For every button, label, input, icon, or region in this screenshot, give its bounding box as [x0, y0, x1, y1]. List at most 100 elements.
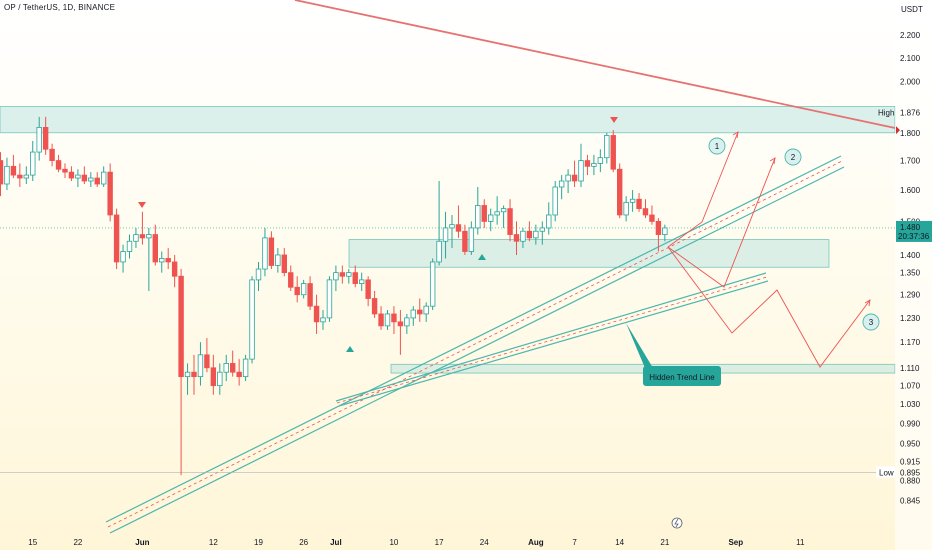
callout-box [643, 366, 721, 386]
candle-body [436, 240, 442, 263]
candle-body [49, 148, 55, 161]
candle-body [513, 234, 520, 242]
y-tick-label: 1.070 [900, 382, 921, 391]
candle-body [320, 317, 326, 323]
candle-body [423, 305, 429, 315]
candle-body [346, 272, 352, 277]
candle-body [300, 283, 307, 296]
wave-label-3: 3 [869, 318, 874, 327]
high-label: High [878, 109, 894, 118]
candle-body [610, 135, 616, 170]
last-price-value: 1.480 [900, 223, 921, 232]
candle-body [294, 286, 300, 296]
candle-body [662, 227, 668, 235]
candle-body [397, 321, 404, 327]
candle-body [217, 371, 223, 387]
candle-body [55, 160, 62, 170]
channel-lower-line [109, 166, 845, 534]
support-zone-1 [0, 106, 896, 134]
candle-body [197, 354, 204, 378]
candle-body [384, 313, 391, 327]
candle-body [629, 198, 636, 203]
y-tick-label: 2.000 [900, 78, 921, 87]
y-tick-label: 1.110 [900, 364, 920, 373]
candle-body [62, 168, 68, 173]
candle-body [30, 151, 36, 176]
candle-body [449, 224, 455, 229]
candle-body [391, 313, 397, 323]
candle-body [113, 214, 120, 263]
candle-body [178, 275, 184, 378]
y-tick-label: 1.400 [900, 251, 921, 260]
x-tick-label: Jun [135, 538, 149, 547]
candle-body [636, 198, 642, 210]
candle-body [268, 237, 275, 266]
bar-countdown: 20:37:36 [898, 232, 930, 241]
candle-body [107, 171, 113, 216]
y-tick-label: 0.950 [900, 439, 921, 448]
candle-body [455, 224, 462, 232]
y-tick-label: 1.030 [900, 400, 921, 409]
descending-resistance-line [294, 0, 896, 129]
candle-body [249, 279, 255, 360]
candle-body [507, 208, 513, 235]
candle-body [642, 208, 649, 216]
sell-marker [610, 117, 618, 123]
candle-body [352, 272, 358, 284]
candle-body [326, 279, 333, 319]
candle-body [558, 180, 565, 188]
buy-marker [346, 346, 354, 352]
candle-body [655, 221, 662, 235]
candle-body [17, 174, 23, 179]
y-tick-label: 1.800 [900, 129, 921, 138]
y-tick-label: 1.230 [900, 314, 921, 323]
candle-body [371, 298, 378, 315]
high-value: 1.876 [900, 109, 921, 118]
symbol-title: OP / TetherUS, 1D, BINANCE [4, 3, 116, 12]
projection-arrow-1 [732, 131, 739, 139]
x-tick-label: 14 [615, 538, 624, 547]
y-tick-label: 1.600 [900, 186, 921, 195]
hidden-channel-upper-line [335, 272, 767, 402]
y-tick-label: 0.915 [900, 458, 921, 467]
candle-body [288, 272, 294, 288]
candle-body [365, 279, 371, 299]
hidden-trend-line-label: Hidden Trend Line [649, 373, 715, 382]
candle-body [275, 254, 281, 266]
wave-label-1: 1 [715, 142, 720, 151]
y-tick-label: 2.200 [900, 31, 921, 40]
candle-body [468, 227, 475, 252]
candle-body [204, 354, 210, 369]
x-tick-label: Aug [528, 538, 544, 547]
candle-body [165, 258, 171, 263]
x-tick-label: 22 [73, 538, 82, 547]
candle-body [10, 165, 17, 176]
wave-label-2-circle [784, 148, 802, 166]
x-tick-label: 19 [254, 538, 263, 547]
candle-body [262, 237, 268, 270]
candle-body [191, 371, 197, 378]
x-tick-label: 10 [389, 538, 398, 547]
wave-label-3-circle [862, 313, 880, 331]
candle-body [481, 205, 487, 222]
candle-body [417, 309, 423, 315]
x-tick-label: 11 [796, 538, 805, 547]
candle-body [229, 363, 236, 373]
price-axis-background [895, 0, 932, 550]
low-label: Low [879, 468, 894, 477]
candle-body [494, 211, 500, 216]
candle-body [617, 168, 623, 216]
candle-body [0, 160, 4, 185]
candle-body [159, 258, 165, 263]
low-label-bg [876, 466, 895, 478]
candle-body [146, 234, 152, 239]
candle-body [184, 371, 191, 378]
candle-body [649, 214, 655, 222]
candle-body [36, 127, 42, 153]
candle-body [404, 317, 410, 327]
candle-body [171, 261, 178, 277]
candle-body [565, 174, 571, 182]
x-tick-label: 26 [299, 538, 308, 547]
